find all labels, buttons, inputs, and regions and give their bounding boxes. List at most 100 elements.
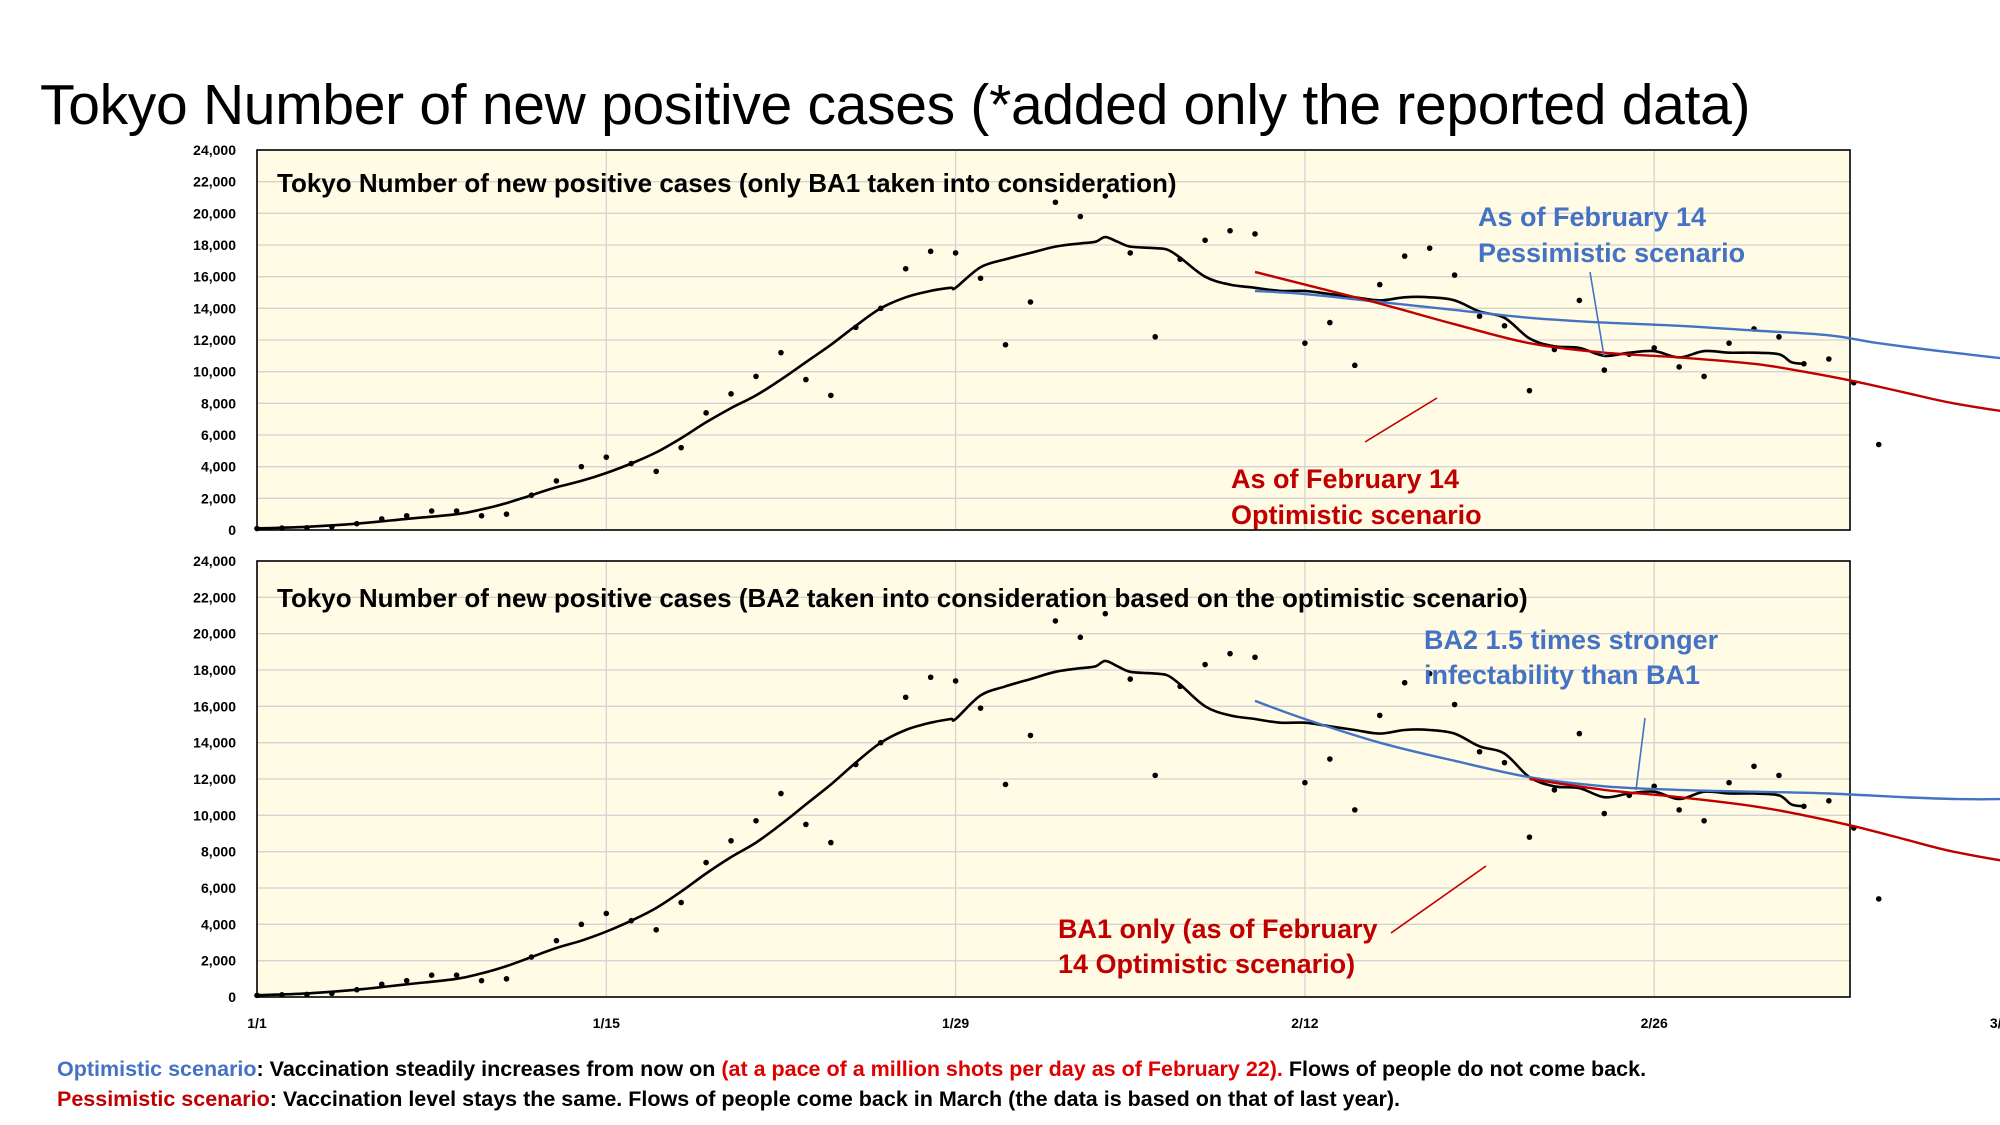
- x-tick-label: 2/12: [1291, 1015, 1318, 1031]
- data-point: [927, 248, 934, 255]
- y-tick-label: 0: [228, 989, 236, 1005]
- y-tick-label: 8,000: [201, 395, 236, 411]
- chart-panel-2: 0 2,000 4,000 6,000 8,000 10,000 12,000 14,000 1…: [193, 553, 2000, 1031]
- data-point: [703, 410, 709, 416]
- data-point: [1601, 810, 1608, 817]
- annotation-red-line-2: Optimistic scenario: [1231, 500, 1482, 530]
- footer-pessimistic-text: : Vaccination level stays the same. Flow…: [269, 1087, 1401, 1111]
- data-point: [728, 391, 734, 397]
- footer-pessimistic-line: Pessimistic scenario: Vaccination level …: [57, 1087, 1400, 1112]
- data-point: [778, 790, 784, 797]
- data-point: [578, 921, 585, 928]
- series-line-average: [256, 659, 1805, 997]
- annotation-leader-red: [1364, 397, 1438, 443]
- data-point: [828, 392, 834, 399]
- y-tick-label: 8,000: [201, 844, 236, 860]
- data-point: [1501, 759, 1508, 766]
- data-point: [1676, 364, 1682, 370]
- series-line-pessimistic: [1254, 289, 2000, 360]
- data-point: [1701, 373, 1707, 380]
- data-point: [1501, 322, 1508, 329]
- y-tick-label: 22,000: [193, 174, 236, 190]
- daily-points: [254, 610, 1882, 999]
- data-point: [503, 511, 510, 517]
- data-point: [1252, 654, 1258, 661]
- data-point: [1401, 253, 1408, 259]
- y-tick-label: 18,000: [193, 662, 236, 678]
- y-tick-label: 0: [228, 522, 236, 538]
- series-line-optimistic: [1254, 270, 2000, 413]
- data-point: [1451, 272, 1458, 278]
- footer-optimistic-highlight: (at a pace of a million shots per day as…: [721, 1057, 1283, 1081]
- y-tick-label: 14,000: [193, 300, 236, 316]
- y-tick-label: 24,000: [193, 553, 236, 569]
- data-point: [1027, 732, 1034, 739]
- data-point: [1676, 807, 1682, 813]
- data-point: [977, 275, 984, 282]
- data-point: [1826, 798, 1832, 804]
- data-point: [1077, 213, 1084, 220]
- data-point: [1551, 787, 1558, 793]
- data-point: [1152, 334, 1158, 340]
- data-point: [1776, 334, 1782, 340]
- data-point: [678, 444, 684, 451]
- y-tick-label: 20,000: [193, 205, 236, 221]
- data-point: [728, 837, 734, 844]
- data-point: [1751, 763, 1757, 770]
- y-tick-label: 10,000: [193, 807, 236, 823]
- annotation-blue-line-1: As of February 14: [1478, 202, 1706, 232]
- y-tick-label: 10,000: [193, 364, 236, 380]
- data-point: [1601, 367, 1608, 373]
- data-point: [1052, 618, 1059, 624]
- plot-border: [256, 149, 1851, 531]
- annotation-leader-blue: [1589, 271, 1605, 357]
- data-point: [1576, 297, 1583, 304]
- data-point: [1027, 299, 1034, 305]
- data-point: [1776, 772, 1782, 779]
- y-tick-label: 14,000: [193, 735, 236, 751]
- data-point: [1327, 756, 1333, 762]
- chart-title: Tokyo Number of new positive cases (BA2 …: [277, 583, 1528, 613]
- chart-panel-1: 0 2,000 4,000 6,000 8,000 10,000 12,000 14,000 1…: [193, 142, 2000, 538]
- data-point: [603, 910, 610, 917]
- y-tick-label: 22,000: [193, 589, 236, 605]
- data-point: [1701, 817, 1707, 824]
- data-point: [428, 508, 435, 514]
- y-tick-label: 12,000: [193, 771, 236, 787]
- data-point: [1352, 362, 1358, 369]
- data-point: [1077, 634, 1084, 641]
- data-point: [403, 512, 410, 519]
- data-point: [503, 976, 510, 982]
- data-point: [1127, 250, 1134, 256]
- data-point: [1526, 834, 1533, 840]
- data-point: [453, 972, 460, 978]
- chart-title: Tokyo Number of new positive cases (only…: [277, 168, 1177, 198]
- data-point: [1202, 661, 1208, 668]
- data-point: [578, 463, 585, 470]
- data-point: [778, 349, 784, 356]
- y-tick-label: 2,000: [201, 490, 236, 506]
- data-point: [1401, 679, 1408, 686]
- data-point: [1476, 313, 1483, 320]
- data-point: [902, 694, 909, 701]
- data-point: [1102, 610, 1109, 617]
- data-point: [1826, 356, 1832, 362]
- annotation-blue-line-2: infectability than BA1: [1424, 660, 1700, 690]
- data-point: [1252, 231, 1258, 237]
- data-point: [1726, 340, 1732, 346]
- data-point: [803, 821, 809, 828]
- page-title: Tokyo Number of new positive cases (*add…: [40, 73, 1751, 137]
- footer-optimistic-label: Optimistic scenario: [57, 1057, 257, 1081]
- series-line-ba2: [1254, 699, 2000, 801]
- data-point: [1302, 779, 1308, 786]
- footer-optimistic-text-1: : Vaccination steadily increases from no…: [256, 1057, 722, 1081]
- data-point: [1302, 340, 1308, 346]
- data-point: [1127, 676, 1134, 682]
- y-tick-label: 24,000: [193, 142, 236, 158]
- x-tick-label: 2/26: [1641, 1015, 1668, 1031]
- data-point: [453, 508, 460, 514]
- y-tick-label: 12,000: [193, 332, 236, 348]
- data-point: [1651, 345, 1657, 351]
- data-point: [1875, 896, 1882, 902]
- annotation-leader-red: [1390, 865, 1487, 934]
